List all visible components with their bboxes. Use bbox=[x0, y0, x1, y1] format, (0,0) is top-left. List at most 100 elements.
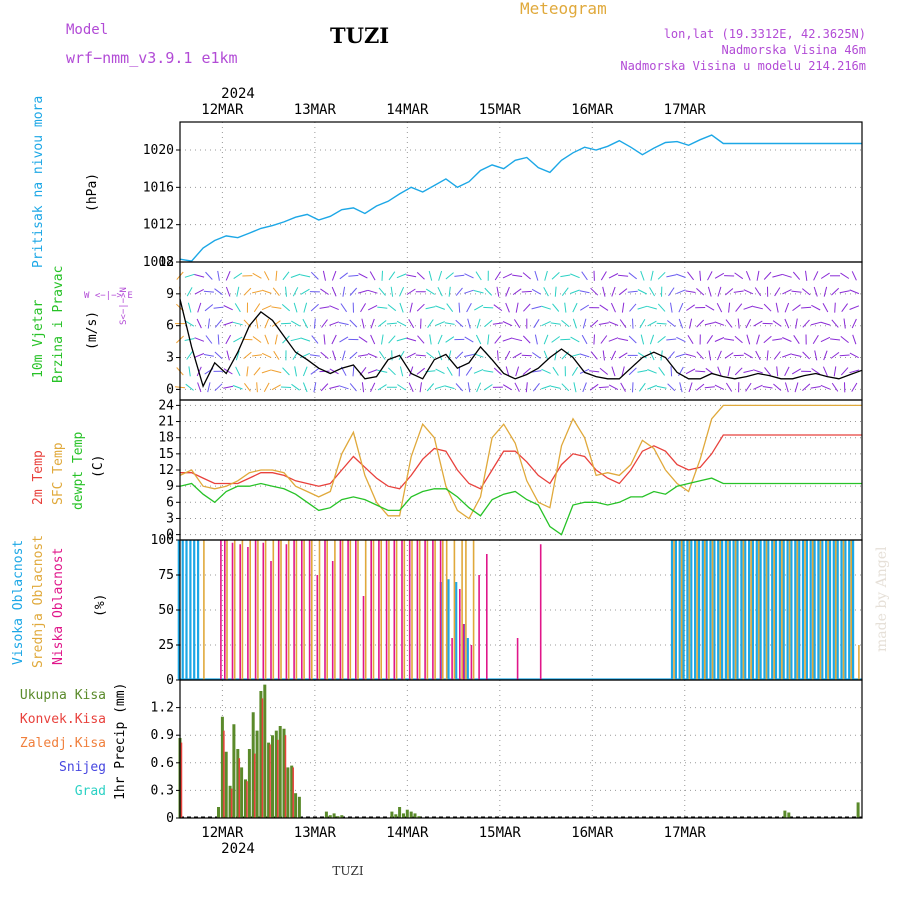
precip-frame bbox=[179, 679, 863, 819]
wind-arrow bbox=[261, 305, 272, 311]
wind-arrow bbox=[589, 383, 599, 391]
wind-arrow bbox=[839, 290, 850, 294]
precip-legend-item: Grad bbox=[75, 784, 106, 799]
year-label-bottom: 2024 bbox=[221, 841, 255, 857]
coords-text: lon,lat (19.3312E, 42.3625N) bbox=[664, 27, 866, 41]
wind-arrow bbox=[377, 384, 387, 391]
wind-arrow bbox=[752, 306, 763, 310]
wind-arrow bbox=[339, 272, 349, 280]
pressure-tick-label: 1016 bbox=[143, 180, 174, 195]
wind-arrow bbox=[367, 304, 378, 311]
wind-arrow bbox=[409, 302, 413, 313]
wind-tick-label: 6 bbox=[166, 319, 174, 334]
wind-arrow bbox=[602, 350, 605, 361]
temp-tick-label: 12 bbox=[158, 463, 174, 478]
wind-arrow bbox=[512, 337, 523, 342]
wind-arrow bbox=[792, 271, 801, 280]
wind-arrow bbox=[639, 318, 646, 329]
wind-arrow bbox=[561, 320, 570, 328]
wind-arrow bbox=[717, 366, 722, 377]
wind-arrow bbox=[235, 366, 241, 377]
wind-arrow bbox=[512, 288, 522, 296]
wind-arrow bbox=[455, 287, 463, 296]
wind-arrow bbox=[217, 334, 220, 345]
wind-arrow bbox=[309, 354, 320, 357]
wind-arrow bbox=[657, 336, 666, 343]
wind-arrow bbox=[650, 270, 654, 281]
wind-arrow bbox=[377, 320, 387, 327]
wind-arrow bbox=[687, 334, 694, 345]
wind-arrow bbox=[292, 287, 299, 297]
wind-arrow bbox=[514, 382, 520, 392]
wind-arrow bbox=[734, 335, 743, 344]
wind-arrow bbox=[640, 334, 645, 345]
wind-arrow bbox=[745, 318, 752, 329]
wind-arrow bbox=[831, 382, 839, 392]
wind-arrow bbox=[657, 303, 666, 312]
wind-arrow bbox=[782, 353, 792, 358]
wind-arrow bbox=[608, 384, 619, 391]
wind-arrow bbox=[811, 368, 821, 375]
wind-arrow bbox=[196, 318, 202, 329]
temp-tick-label: 6 bbox=[166, 495, 174, 510]
wind-arrow bbox=[772, 320, 782, 327]
wind-arrow bbox=[820, 272, 830, 279]
wind-arrow bbox=[463, 353, 475, 357]
wind-arrow bbox=[310, 303, 319, 312]
wind-arrow bbox=[756, 334, 760, 345]
wind-arrow bbox=[302, 366, 308, 377]
wind-arrow bbox=[621, 366, 625, 377]
wind-arrow bbox=[823, 350, 828, 361]
wind-arrow bbox=[695, 383, 705, 391]
wind-arrow bbox=[429, 334, 432, 345]
wind-arrow bbox=[637, 305, 648, 310]
wind-arrow bbox=[399, 286, 405, 297]
model-name: wrf−nmm_v3.9.1 e1km bbox=[66, 49, 238, 67]
wind-arrow bbox=[484, 287, 493, 296]
wind-arrow bbox=[285, 286, 287, 297]
wind-arrow bbox=[608, 321, 619, 326]
wind-arrow bbox=[754, 287, 762, 297]
wind-arrow bbox=[483, 306, 494, 309]
wind-arrow bbox=[464, 273, 474, 279]
precip-unit: 1hr Precip (mm) bbox=[113, 683, 128, 800]
pressure-tick-label: 1008 bbox=[143, 255, 174, 270]
wind-arrow bbox=[290, 273, 301, 278]
top-day-labels: 12MAR 13MAR 14MAR 15MAR 16MAR 17MAR bbox=[201, 102, 706, 118]
wind-arrow bbox=[331, 334, 337, 345]
wind-arrow bbox=[728, 302, 731, 313]
wind-arrow bbox=[464, 289, 474, 294]
wind-arrow bbox=[377, 306, 388, 309]
wind-title-line2: Brzina i Pravac bbox=[51, 266, 66, 383]
wind-arrow bbox=[252, 290, 263, 294]
wind-arrow bbox=[504, 350, 511, 361]
y-tick-labels: 1008101210161020036912036912151821240255… bbox=[143, 143, 180, 826]
wind-arrow bbox=[406, 352, 416, 359]
wind-arrow bbox=[755, 350, 761, 361]
wind-arrow bbox=[448, 286, 451, 297]
wind-arrow bbox=[275, 270, 278, 281]
wind-arrow bbox=[291, 383, 300, 391]
wind-arrow bbox=[791, 290, 802, 293]
wind-arrow bbox=[743, 352, 753, 359]
wind-arrow bbox=[370, 318, 375, 329]
wind-arrow bbox=[358, 289, 368, 294]
wind-arrow bbox=[271, 306, 282, 309]
wind-arrow bbox=[223, 321, 234, 326]
wind-arrow bbox=[214, 383, 223, 392]
wind-arrow bbox=[387, 367, 396, 376]
wind-arrow bbox=[435, 305, 445, 310]
wind-unit: (m/s) bbox=[85, 311, 100, 350]
wind-arrow bbox=[232, 385, 243, 390]
wind-arrow bbox=[717, 350, 722, 361]
wind-arrow bbox=[349, 287, 358, 296]
wind-arrow bbox=[707, 271, 713, 281]
wind-arrow bbox=[541, 368, 551, 374]
wind-arrow bbox=[810, 386, 821, 389]
temp-title-line3: dewpt Temp bbox=[71, 432, 86, 510]
wind-arrow bbox=[589, 370, 600, 373]
wind-arrow bbox=[223, 368, 233, 375]
wind-arrow bbox=[830, 351, 840, 359]
wind-arrow bbox=[656, 385, 667, 389]
wind-arrow bbox=[243, 287, 252, 296]
